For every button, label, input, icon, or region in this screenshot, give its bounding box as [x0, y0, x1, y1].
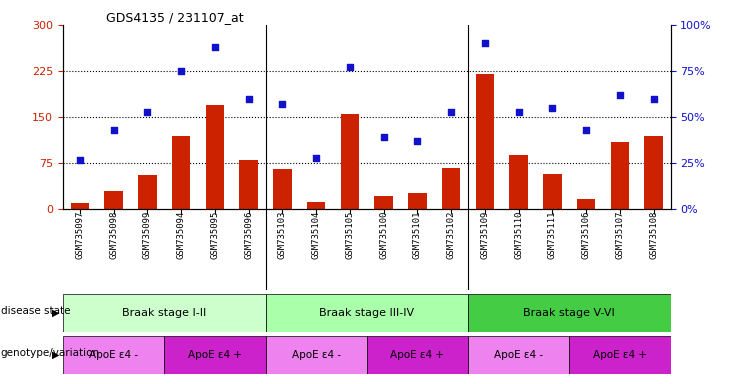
Point: [648, 96, 659, 102]
Bar: [468, 336, 569, 374]
Bar: [577, 199, 596, 209]
Text: ApoE ε4 +: ApoE ε4 +: [391, 350, 445, 360]
Point: [175, 68, 187, 74]
Text: Braak stage III-IV: Braak stage III-IV: [319, 308, 414, 318]
Point: [580, 127, 592, 133]
Point: [411, 138, 423, 144]
Text: GSM735097: GSM735097: [76, 211, 84, 259]
Bar: [63, 294, 265, 332]
Text: GSM735098: GSM735098: [109, 211, 118, 259]
Bar: [307, 202, 325, 209]
Text: GSM735099: GSM735099: [143, 211, 152, 259]
Point: [142, 109, 153, 115]
Text: GSM735111: GSM735111: [548, 211, 557, 259]
Bar: [509, 155, 528, 209]
Bar: [442, 167, 460, 209]
Bar: [104, 191, 123, 209]
Text: GSM735101: GSM735101: [413, 211, 422, 259]
Point: [310, 155, 322, 161]
Text: ApoE ε4 -: ApoE ε4 -: [89, 350, 138, 360]
Bar: [265, 294, 468, 332]
Text: GSM735110: GSM735110: [514, 211, 523, 259]
Text: ▶: ▶: [52, 308, 59, 318]
Bar: [273, 169, 292, 209]
Bar: [63, 336, 165, 374]
Text: ApoE ε4 +: ApoE ε4 +: [188, 350, 242, 360]
Bar: [569, 336, 671, 374]
Bar: [70, 203, 89, 209]
Text: GSM735100: GSM735100: [379, 211, 388, 259]
Bar: [476, 74, 494, 209]
Text: genotype/variation: genotype/variation: [1, 348, 100, 358]
Text: GDS4135 / 231107_at: GDS4135 / 231107_at: [105, 11, 243, 24]
Point: [107, 127, 119, 133]
Bar: [205, 105, 225, 209]
Text: GSM735109: GSM735109: [480, 211, 490, 259]
Text: GSM735105: GSM735105: [345, 211, 354, 259]
Point: [243, 96, 255, 102]
Bar: [367, 336, 468, 374]
Text: GSM735095: GSM735095: [210, 211, 219, 259]
Bar: [172, 136, 190, 209]
Text: GSM735102: GSM735102: [447, 211, 456, 259]
Bar: [138, 175, 156, 209]
Text: disease state: disease state: [1, 306, 70, 316]
Bar: [408, 193, 427, 209]
Text: GSM735108: GSM735108: [649, 211, 658, 259]
Bar: [265, 336, 367, 374]
Point: [547, 105, 559, 111]
Point: [209, 44, 221, 50]
Text: GSM735106: GSM735106: [582, 211, 591, 259]
Text: ApoE ε4 -: ApoE ε4 -: [292, 350, 341, 360]
Bar: [468, 294, 671, 332]
Point: [378, 134, 390, 141]
Point: [276, 101, 288, 107]
Text: GSM735107: GSM735107: [616, 211, 625, 259]
Text: ApoE ε4 +: ApoE ε4 +: [593, 350, 647, 360]
Bar: [611, 142, 629, 209]
Point: [479, 40, 491, 46]
Text: Braak stage V-VI: Braak stage V-VI: [523, 308, 615, 318]
Text: GSM735103: GSM735103: [278, 211, 287, 259]
Text: GSM735096: GSM735096: [244, 211, 253, 259]
Bar: [239, 160, 258, 209]
Bar: [165, 336, 265, 374]
Text: ▶: ▶: [52, 350, 59, 360]
Point: [74, 156, 86, 162]
Point: [513, 109, 525, 115]
Point: [614, 92, 626, 98]
Point: [445, 109, 457, 115]
Bar: [374, 196, 393, 209]
Text: ApoE ε4 -: ApoE ε4 -: [494, 350, 543, 360]
Point: [344, 64, 356, 70]
Bar: [341, 114, 359, 209]
Text: GSM735104: GSM735104: [312, 211, 321, 259]
Text: GSM735094: GSM735094: [176, 211, 186, 259]
Bar: [645, 136, 663, 209]
Bar: [543, 174, 562, 209]
Text: Braak stage I-II: Braak stage I-II: [122, 308, 207, 318]
